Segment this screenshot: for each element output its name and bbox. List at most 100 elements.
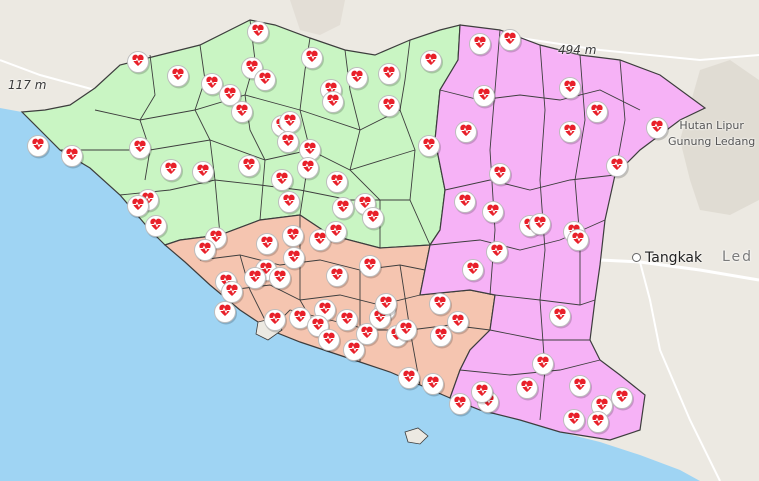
health-facility-marker[interactable] — [606, 155, 630, 179]
health-facility-marker[interactable] — [194, 239, 218, 263]
health-facility-marker[interactable] — [346, 67, 370, 91]
health-facility-marker[interactable] — [516, 377, 540, 401]
health-facility-marker[interactable] — [269, 267, 293, 291]
elevation-label-north: 494 m — [558, 43, 597, 57]
health-facility-marker[interactable] — [375, 293, 399, 317]
health-facility-marker[interactable] — [378, 63, 402, 87]
health-facility-marker[interactable] — [549, 305, 573, 329]
health-facility-marker[interactable] — [129, 137, 153, 161]
health-facility-marker[interactable] — [454, 191, 478, 215]
health-facility-marker[interactable] — [214, 301, 238, 325]
health-facility-marker[interactable] — [301, 47, 325, 71]
health-facility-marker[interactable] — [418, 135, 442, 159]
health-facility-marker[interactable] — [160, 159, 184, 183]
health-facility-marker[interactable] — [322, 91, 346, 115]
pulse-line — [401, 325, 411, 332]
health-facility-marker[interactable] — [449, 393, 473, 417]
pulse-line — [428, 379, 438, 386]
pulse-line — [342, 315, 352, 322]
health-facility-marker[interactable] — [462, 259, 486, 283]
health-facility-marker[interactable] — [356, 323, 380, 347]
pulse-line — [247, 63, 257, 70]
health-facility-marker[interactable] — [254, 69, 278, 93]
health-facility-marker[interactable] — [192, 161, 216, 185]
pulse-line — [324, 335, 334, 342]
health-facility-marker[interactable] — [430, 325, 454, 349]
health-facility-marker[interactable] — [297, 157, 321, 181]
health-facility-marker[interactable] — [587, 411, 611, 435]
health-facility-marker[interactable] — [318, 329, 342, 353]
poi-label-line1: Hutan Lipur — [679, 119, 744, 132]
health-facility-marker[interactable] — [127, 51, 151, 75]
health-facility-marker[interactable] — [279, 111, 303, 135]
health-facility-marker[interactable] — [420, 50, 444, 74]
health-facility-marker[interactable] — [395, 319, 419, 343]
health-facility-marker[interactable] — [289, 307, 313, 331]
health-facility-marker[interactable] — [271, 169, 295, 193]
health-facility-marker[interactable] — [499, 29, 523, 53]
health-facility-marker[interactable] — [247, 21, 271, 45]
health-facility-marker[interactable] — [332, 197, 356, 221]
health-facility-marker[interactable] — [326, 171, 350, 195]
health-facility-marker[interactable] — [429, 293, 453, 317]
health-facility-marker[interactable] — [559, 77, 583, 101]
health-facility-marker[interactable] — [256, 233, 280, 257]
health-facility-marker[interactable] — [359, 255, 383, 279]
pulse-line — [349, 345, 359, 352]
health-facility-marker[interactable] — [646, 117, 670, 141]
health-facility-marker[interactable] — [299, 139, 323, 163]
pulse-line — [166, 165, 176, 172]
health-facility-marker[interactable] — [201, 73, 225, 97]
health-facility-marker[interactable] — [27, 135, 51, 159]
health-facility-marker[interactable] — [343, 339, 367, 363]
health-facility-marker[interactable] — [489, 163, 513, 187]
pulse-line — [326, 85, 336, 92]
health-facility-marker[interactable] — [264, 309, 288, 333]
health-facility-marker[interactable] — [278, 191, 302, 215]
health-facility-marker[interactable] — [145, 215, 169, 239]
road — [639, 261, 721, 481]
health-facility-marker[interactable] — [238, 155, 262, 179]
health-facility-marker[interactable] — [127, 195, 151, 219]
health-facility-marker[interactable] — [469, 33, 493, 57]
health-facility-marker[interactable] — [205, 227, 229, 251]
health-facility-marker[interactable] — [282, 225, 306, 249]
health-facility-marker[interactable] — [422, 373, 446, 397]
health-facility-marker[interactable] — [486, 241, 510, 265]
pulse-line — [492, 247, 502, 254]
health-facility-marker[interactable] — [471, 381, 495, 405]
health-facility-marker[interactable] — [611, 387, 635, 411]
health-facility-marker[interactable] — [167, 65, 191, 89]
health-facility-marker[interactable] — [283, 247, 307, 271]
health-facility-marker[interactable] — [473, 85, 497, 109]
health-facility-marker[interactable] — [336, 309, 360, 333]
town-tangkak[interactable]: Tangkak — [632, 247, 702, 266]
health-facility-marker[interactable] — [326, 265, 350, 289]
health-facility-marker[interactable] — [529, 213, 553, 237]
health-facility-marker[interactable] — [569, 375, 593, 399]
health-facility-marker[interactable] — [325, 221, 349, 245]
health-facility-marker[interactable] — [567, 229, 591, 253]
health-facility-marker[interactable] — [277, 131, 301, 155]
pulse-line — [289, 253, 299, 260]
health-facility-marker[interactable] — [586, 101, 610, 125]
health-facility-marker[interactable] — [219, 84, 243, 108]
health-facility-marker[interactable] — [398, 367, 422, 391]
sea-area — [0, 108, 700, 481]
health-facility-marker[interactable] — [231, 101, 255, 125]
health-facility-marker[interactable] — [447, 311, 471, 335]
health-facility-marker[interactable] — [221, 281, 245, 305]
health-facility-marker[interactable] — [61, 145, 85, 169]
pulse-line — [295, 313, 305, 320]
health-facility-marker[interactable] — [559, 121, 583, 145]
health-facility-marker[interactable] — [563, 409, 587, 433]
health-facility-marker[interactable] — [532, 353, 556, 377]
health-facility-marker[interactable] — [244, 267, 268, 291]
health-facility-marker[interactable] — [378, 95, 402, 119]
health-facility-marker[interactable] — [455, 121, 479, 145]
pulse-line — [227, 287, 237, 294]
health-facility-marker[interactable] — [362, 207, 386, 231]
health-facility-marker[interactable] — [482, 201, 506, 225]
